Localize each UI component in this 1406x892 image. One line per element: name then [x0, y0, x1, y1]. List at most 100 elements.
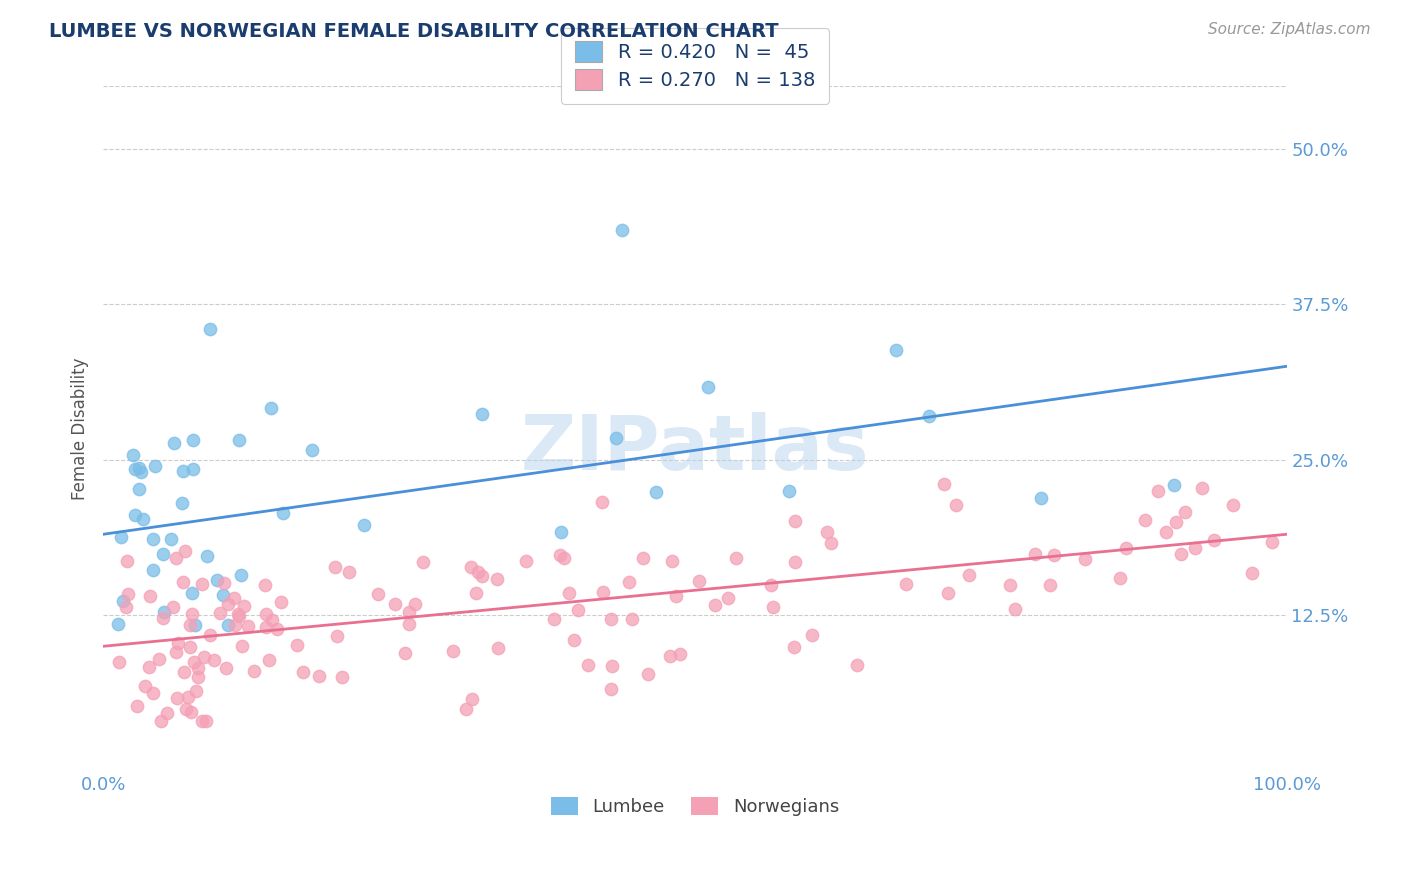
Point	[181, 607, 204, 622]
Point	[337, 565, 360, 579]
Point	[165, 551, 187, 566]
Point	[152, 610, 174, 624]
Point	[404, 597, 426, 611]
Point	[918, 409, 941, 423]
Point	[1146, 484, 1168, 499]
Point	[412, 555, 434, 569]
Point	[1202, 533, 1225, 548]
Point	[194, 714, 217, 728]
Point	[1170, 547, 1192, 561]
Point	[115, 554, 138, 568]
Point	[212, 588, 235, 602]
Point	[198, 628, 221, 642]
Point	[163, 436, 186, 450]
Point	[688, 574, 710, 589]
Point	[724, 551, 747, 566]
Text: Source: ZipAtlas.com: Source: ZipAtlas.com	[1208, 22, 1371, 37]
Point	[228, 434, 250, 448]
Point	[179, 617, 201, 632]
Point	[398, 616, 420, 631]
Point	[174, 543, 197, 558]
Point	[1043, 548, 1066, 562]
Point	[605, 431, 627, 445]
Point	[1029, 491, 1052, 506]
Point	[271, 506, 294, 520]
Point	[460, 560, 482, 574]
Point	[326, 629, 349, 643]
Point	[181, 585, 204, 599]
Point	[228, 608, 250, 623]
Point	[308, 669, 330, 683]
Point	[1184, 541, 1206, 555]
Point	[291, 665, 314, 679]
Point	[550, 525, 572, 540]
Point	[717, 591, 740, 605]
Point	[231, 640, 253, 654]
Point	[128, 461, 150, 475]
Point	[567, 602, 589, 616]
Point	[465, 586, 488, 600]
Point	[783, 514, 806, 528]
Point	[143, 458, 166, 473]
Point	[1024, 547, 1046, 561]
Y-axis label: Female Disability: Female Disability	[72, 358, 89, 500]
Point	[945, 498, 967, 512]
Point	[1039, 577, 1062, 591]
Point	[384, 598, 406, 612]
Point	[152, 605, 174, 619]
Point	[115, 600, 138, 615]
Point	[217, 618, 239, 632]
Point	[224, 618, 246, 632]
Point	[142, 533, 165, 547]
Point	[762, 600, 785, 615]
Point	[486, 640, 509, 655]
Point	[1115, 541, 1137, 555]
Point	[259, 653, 281, 667]
Point	[1174, 505, 1197, 519]
Point	[224, 591, 246, 605]
Point	[599, 681, 621, 696]
Point	[884, 343, 907, 358]
Point	[471, 569, 494, 583]
Point	[205, 573, 228, 587]
Point	[217, 598, 239, 612]
Point	[243, 664, 266, 678]
Point	[957, 567, 980, 582]
Point	[262, 613, 284, 627]
Point	[212, 576, 235, 591]
Point	[128, 483, 150, 497]
Point	[259, 401, 281, 416]
Point	[1222, 498, 1244, 512]
Text: ZIPatlas: ZIPatlas	[520, 412, 869, 486]
Point	[1004, 602, 1026, 616]
Point	[254, 620, 277, 634]
Point	[548, 548, 571, 562]
Point	[108, 655, 131, 669]
Point	[149, 714, 172, 728]
Point	[817, 524, 839, 539]
Point	[131, 512, 153, 526]
Point	[233, 599, 256, 614]
Point	[180, 705, 202, 719]
Point	[1163, 477, 1185, 491]
Point	[138, 660, 160, 674]
Point	[621, 612, 644, 626]
Point	[633, 550, 655, 565]
Point	[231, 568, 253, 582]
Point	[181, 461, 204, 475]
Point	[176, 690, 198, 704]
Point	[170, 496, 193, 510]
Point	[461, 692, 484, 706]
Point	[172, 574, 194, 589]
Point	[162, 599, 184, 614]
Point	[1261, 535, 1284, 549]
Point	[367, 587, 389, 601]
Point	[658, 649, 681, 664]
Point	[591, 494, 613, 508]
Point	[353, 517, 375, 532]
Point	[166, 691, 188, 706]
Point	[619, 575, 641, 590]
Point	[998, 578, 1021, 592]
Point	[183, 655, 205, 669]
Point	[778, 483, 800, 498]
